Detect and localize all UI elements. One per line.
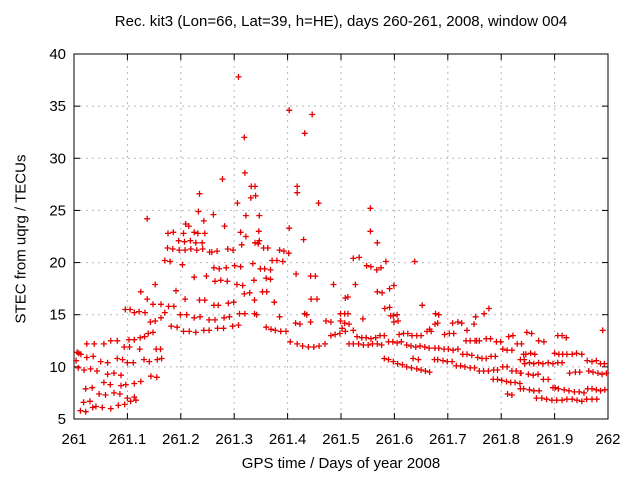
x-tick-label: 261.9 [536,431,574,448]
x-tick-label: 261.1 [109,431,147,448]
x-tick-label: 261.5 [322,431,360,448]
y-tick-label: 40 [49,46,66,63]
y-tick-label: 25 [49,202,66,219]
x-tick-label: 261.8 [482,431,520,448]
y-tick-label: 15 [49,307,66,324]
y-tick-label: 20 [49,255,66,272]
y-tick-label: 35 [49,98,66,115]
y-tick-label: 30 [49,150,66,167]
x-tick-label: 261.7 [429,431,467,448]
data-points [73,73,610,415]
x-tick-label: 261.6 [376,431,414,448]
y-tick-label: 5 [58,411,66,428]
x-tick-label: 261 [61,431,86,448]
chart-title: Rec. kit3 (Lon=66, Lat=39, h=HE), days 2… [114,13,568,30]
x-tick-label: 261.3 [215,431,253,448]
x-tick-label: 261.4 [269,431,307,448]
x-tick-label: 262 [595,431,620,448]
x-tick-label: 261.2 [162,431,200,448]
y-axis-label: STEC from uqrg / TECUs [12,154,30,324]
x-axis-label: GPS time / Days of year 2008 [241,455,441,472]
y-tick-label: 10 [49,359,66,376]
